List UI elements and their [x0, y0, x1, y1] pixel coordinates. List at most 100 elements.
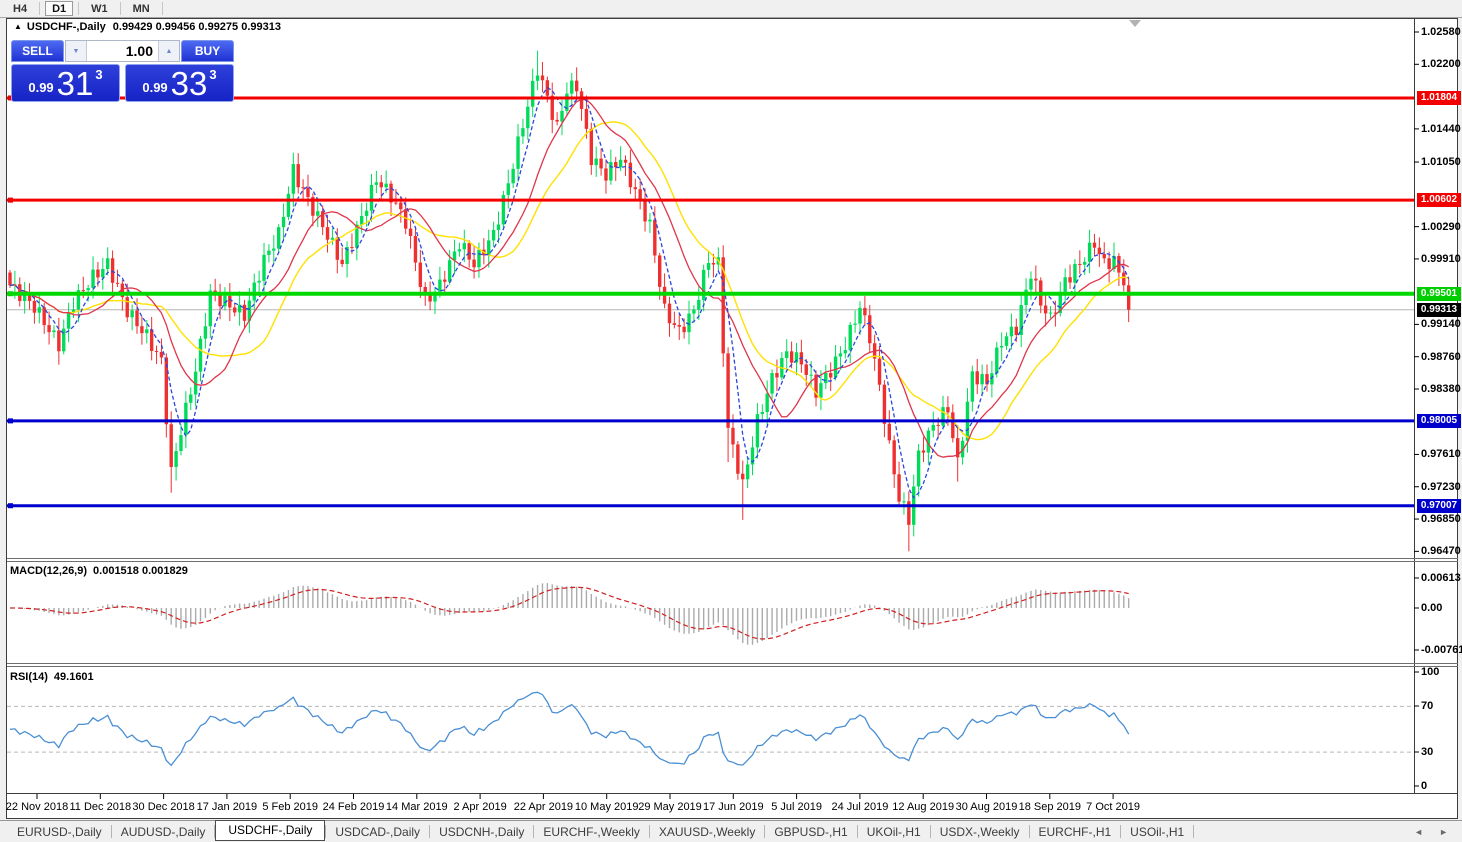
date-tick-label: 17 Jan 2019 — [196, 801, 258, 813]
tab-scroll-left-icon[interactable]: ◄ — [1414, 826, 1424, 837]
date-tick-label: 2 Apr 2019 — [453, 801, 507, 813]
date-tick-label: 5 Feb 2019 — [262, 801, 319, 813]
level-handle — [8, 503, 13, 509]
tab-eurusd-daily[interactable]: EURUSD-,Daily — [17, 824, 102, 839]
date-tick-label: 12 Aug 2019 — [892, 801, 955, 813]
tab-scroll-arrows: ◄ ► — [1414, 827, 1448, 837]
buy-price-main: 33 — [170, 64, 208, 102]
macd-panel[interactable] — [10, 583, 1130, 645]
price-badge: 1.01804 — [1417, 90, 1461, 105]
collapse-arrow-icon[interactable]: ▲ — [14, 22, 22, 31]
tab-separator — [856, 825, 858, 838]
macd-indicator-label: MACD(12,26,9) 0.001518 0.001829 — [10, 565, 188, 577]
price-tick-label: 1.01440 — [1421, 122, 1461, 135]
level-handle — [8, 95, 13, 101]
toolbar-separator — [161, 2, 163, 15]
date-tick-label: 30 Dec 2018 — [132, 801, 195, 813]
toolbar-separator — [78, 2, 80, 15]
price-tick-label: 0.97610 — [1421, 448, 1461, 461]
timeframe-button-w1[interactable]: W1 — [91, 3, 108, 15]
tab-audusd-daily[interactable]: AUDUSD-,Daily — [120, 824, 206, 839]
tab-separator — [429, 825, 431, 838]
tab-xauusd-weekly[interactable]: XAUUSD-,Weekly — [658, 824, 756, 839]
date-tick-label: 22 Nov 2018 — [5, 801, 69, 813]
main-price-panel[interactable] — [7, 50, 1414, 552]
price-tick-label: 0.96850 — [1421, 513, 1461, 526]
tab-separator — [648, 825, 650, 838]
price-badge: 0.97007 — [1417, 498, 1461, 513]
volume-input[interactable]: 1.00 — [125, 43, 153, 59]
buy-button[interactable]: BUY — [181, 40, 234, 62]
tab-gbpusd-h1[interactable]: GBPUSD-,H1 — [774, 824, 848, 839]
volume-up-icon[interactable]: ▲ — [158, 41, 179, 61]
date-tick-label: 11 Dec 2018 — [69, 801, 132, 813]
rsi-tick-label: 100 — [1421, 666, 1440, 678]
date-tick-label: 22 Apr 2019 — [513, 801, 574, 813]
toolbar-separator — [119, 2, 121, 15]
buy-price-prefix: 0.99 — [142, 80, 168, 95]
tab-usdcnh-daily[interactable]: USDCNH-,Daily — [439, 824, 525, 839]
macd-tick-label: 0.00613 — [1421, 572, 1461, 584]
date-tick-label: 7 Oct 2019 — [1086, 801, 1141, 813]
buy-price-pip: 3 — [209, 67, 217, 82]
timeframe-button-h4[interactable]: H4 — [13, 3, 28, 15]
price-tick-label: 0.96470 — [1421, 545, 1461, 558]
price-badge: 0.99501 — [1417, 286, 1461, 301]
timeframe-button-d1[interactable]: D1 — [45, 1, 74, 16]
rsi-tick-label: 30 — [1421, 746, 1434, 758]
tab-separator — [110, 825, 112, 838]
rsi-panel[interactable] — [7, 691, 1414, 767]
level-handle — [8, 197, 13, 203]
level-handle — [8, 291, 13, 297]
rsi-tick-label: 0 — [1421, 780, 1428, 792]
price-tick-label: 0.97230 — [1421, 480, 1461, 493]
timeframe-buttons: H4 D1 W1 MN — [6, 1, 168, 16]
tab-usdchf-daily[interactable]: USDCHF-,Daily — [215, 820, 326, 841]
timeframe-button-mn[interactable]: MN — [132, 3, 150, 15]
buy-price-box[interactable]: 0.99 33 3 — [125, 64, 234, 102]
tab-ukoil-h1[interactable]: UKOil-,H1 — [866, 824, 921, 839]
symbol-period-label: USDCHF-,Daily — [26, 21, 106, 33]
price-tick-label: 0.98380 — [1421, 383, 1461, 395]
toolbar-separator — [39, 2, 41, 15]
date-tick-label: 18 Sep 2019 — [1018, 801, 1081, 813]
chart-shift-marker-icon[interactable] — [1129, 20, 1141, 27]
macd-tick-label: -0.00761 — [1421, 644, 1462, 656]
price-badge: 0.99313 — [1417, 302, 1461, 317]
tab-separator — [764, 825, 766, 838]
tab-separator — [929, 825, 931, 838]
date-tick-label: 30 Aug 2019 — [955, 801, 1018, 813]
macd-tick-label: 0.00 — [1421, 602, 1443, 614]
tab-scroll-right-icon[interactable]: ► — [1439, 826, 1448, 837]
date-tick-label: 14 Mar 2019 — [385, 801, 448, 813]
tab-separator — [1120, 825, 1122, 838]
tab-separator — [214, 825, 216, 838]
tab-eurchf-h1[interactable]: EURCHF-,H1 — [1038, 824, 1112, 839]
price-tick-label: 0.99910 — [1421, 252, 1461, 265]
level-handle — [8, 418, 13, 424]
sell-button[interactable]: SELL — [11, 40, 64, 62]
price-tick-label: 1.01050 — [1421, 156, 1461, 169]
sell-price-box[interactable]: 0.99 31 3 — [11, 64, 120, 102]
tab-separator — [533, 825, 535, 838]
sell-price-prefix: 0.99 — [28, 80, 54, 95]
price-tick-label: 0.98760 — [1421, 350, 1461, 363]
price-tick-label: 1.02200 — [1421, 58, 1461, 71]
tab-usdcad-daily[interactable]: USDCAD-,Daily — [335, 824, 421, 839]
price-tick-label: 0.99140 — [1421, 318, 1461, 331]
tab-usdx-weekly[interactable]: USDX-,Weekly — [939, 824, 1020, 839]
date-tick-label: 24 Jul 2019 — [831, 801, 889, 813]
date-tick-label: 29 May 2019 — [638, 801, 702, 813]
tab-eurchf-weekly[interactable]: EURCHF-,Weekly — [543, 824, 640, 839]
tab-usoil-h1[interactable]: USOil-,H1 — [1130, 824, 1185, 839]
tab-separator — [1193, 825, 1195, 838]
chart-tab-bar: EURUSD-,Daily AUDUSD-,Daily USDCHF-,Daily U… — [0, 820, 1462, 842]
date-tick-label: 17 Jun 2019 — [703, 801, 764, 813]
date-tick-label: 24 Feb 2019 — [322, 801, 385, 813]
tab-separator — [325, 825, 327, 838]
chart-window — [6, 18, 1458, 819]
rsi-indicator-label: RSI(14) 49.1601 — [10, 671, 94, 683]
volume-down-icon[interactable]: ▼ — [66, 41, 87, 61]
sell-price-pip: 3 — [95, 67, 103, 82]
